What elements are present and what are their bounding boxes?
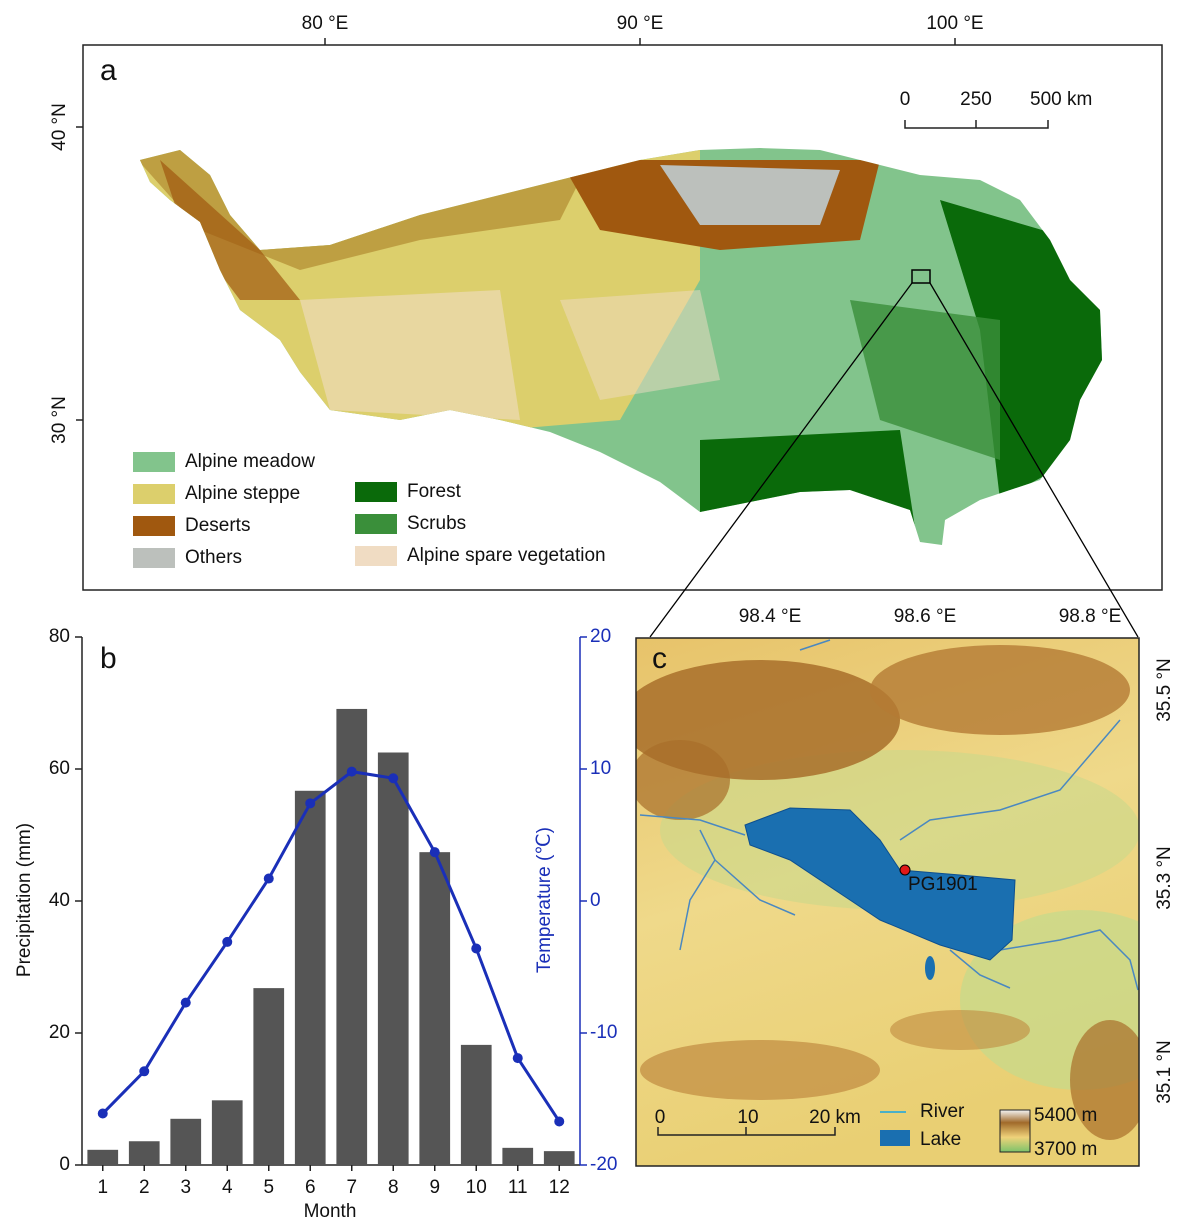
elevation-label: 5400 m	[1034, 1105, 1097, 1126]
legend: Alpine meadow Alpine steppe Deserts Othe…	[133, 451, 606, 568]
scale-label: 500 km	[1030, 89, 1092, 110]
x-tick-label: 1	[97, 1177, 108, 1198]
panel-label: c	[652, 642, 667, 675]
lon-label: 90 °E	[617, 13, 664, 34]
site-marker	[899, 864, 911, 876]
x-tick-label: 7	[346, 1177, 357, 1198]
y-axis-title: Precipitation (mm)	[14, 823, 35, 977]
map-frame	[635, 637, 1140, 1167]
legend-label: Alpine steppe	[185, 483, 300, 504]
lake	[744, 807, 1016, 961]
y2-axis-title: Temperature (℃)	[534, 827, 555, 973]
bar	[502, 1147, 534, 1165]
legend-label: Alpine spare vegetation	[407, 545, 606, 566]
x-tick-label: 3	[180, 1177, 191, 1198]
lon-label: 98.8 °E	[1059, 606, 1122, 627]
bar	[87, 1149, 119, 1165]
elevation-label: 3700 m	[1034, 1139, 1097, 1160]
scale-label: 250	[960, 89, 992, 110]
bar	[253, 988, 285, 1165]
lon-label: 98.4 °E	[739, 606, 802, 627]
scale-bar	[904, 120, 1049, 129]
x-tick-label: 4	[222, 1177, 233, 1198]
point	[222, 936, 233, 947]
x-tick-label: 12	[549, 1177, 570, 1198]
y-tick-label: 20	[49, 1022, 70, 1043]
panel-label: a	[100, 54, 117, 87]
panel-c: c PG1901 98.4 °E 98.6 °E 98.8 °E 35.5 °N…	[635, 606, 1175, 1167]
point	[305, 798, 316, 809]
bar	[460, 1044, 492, 1165]
site-label: PG1901	[908, 874, 978, 895]
x-tick-label: 5	[263, 1177, 274, 1198]
x-tick-label: 8	[388, 1177, 399, 1198]
x-axis-title: Month	[304, 1201, 357, 1222]
point	[429, 847, 440, 858]
panel-a: a 80 °E 90 °E 100 °E 40 °N 30 °N 0 250 5…	[49, 13, 1163, 638]
point	[388, 773, 399, 784]
y2-tick-label: -10	[590, 1022, 617, 1043]
legend-label: River	[920, 1101, 965, 1122]
scale-label: 10	[737, 1107, 758, 1128]
point	[346, 766, 357, 777]
legend-label: Scrubs	[407, 513, 466, 534]
bar	[419, 852, 451, 1165]
inset-box	[911, 269, 931, 284]
y-tick-label: 0	[59, 1154, 70, 1175]
inset-line	[929, 282, 1139, 638]
lon-label: 100 °E	[926, 13, 983, 34]
lat-label: 35.5 °N	[1154, 658, 1175, 722]
y-tick-label: 80	[49, 626, 70, 647]
legend-label: Forest	[407, 481, 462, 502]
terrain-map	[636, 638, 1139, 1166]
y2-tick-label: 0	[590, 890, 601, 911]
scale-bar	[657, 1127, 836, 1136]
legend-label: Others	[185, 547, 242, 568]
x-tick-label: 11	[508, 1177, 528, 1198]
y-tick-label: 40	[49, 890, 70, 911]
legend-swatch	[880, 1130, 910, 1146]
bar	[170, 1118, 202, 1165]
y2-tick-label: 20	[590, 626, 611, 647]
x-tick-label: 9	[429, 1177, 440, 1198]
panel-b: b Precipitation (mm) Temperature (℃) Mon…	[14, 626, 617, 1222]
panel-label: b	[100, 642, 117, 675]
lat-label: 30 °N	[49, 396, 70, 444]
lat-label: 40 °N	[49, 103, 70, 151]
lon-label: 80 °E	[302, 13, 349, 34]
lon-label: 98.6 °E	[894, 606, 957, 627]
lat-label: 35.1 °N	[1154, 1040, 1175, 1104]
point	[554, 1116, 565, 1127]
scale-label: 0	[900, 89, 911, 110]
bar	[128, 1141, 160, 1165]
x-tick-label: 10	[466, 1177, 487, 1198]
x-tick-label: 6	[305, 1177, 316, 1198]
point	[263, 873, 274, 884]
point	[471, 943, 482, 954]
elevation-colorbar	[999, 1109, 1031, 1153]
bar	[294, 790, 326, 1165]
graticule-ticks	[76, 38, 956, 421]
scale-label: 20 km	[809, 1107, 861, 1128]
point	[180, 997, 191, 1008]
point	[512, 1053, 523, 1064]
bar	[211, 1100, 243, 1165]
line	[101, 770, 561, 1123]
legend-label: Alpine meadow	[185, 451, 315, 472]
x-tick-label: 2	[139, 1177, 150, 1198]
y2-tick-label: -20	[590, 1154, 617, 1175]
bar	[377, 752, 409, 1165]
legend-label: Lake	[920, 1129, 961, 1150]
bar	[543, 1151, 575, 1165]
scale-label: 0	[655, 1107, 666, 1128]
y2-tick-label: 10	[590, 758, 611, 779]
bar	[336, 708, 368, 1165]
point	[97, 1108, 108, 1119]
inset-line	[649, 282, 913, 638]
y-tick-label: 60	[49, 758, 70, 779]
lat-label: 35.3 °N	[1154, 846, 1175, 910]
legend-label: Deserts	[185, 515, 250, 536]
point	[139, 1066, 150, 1077]
